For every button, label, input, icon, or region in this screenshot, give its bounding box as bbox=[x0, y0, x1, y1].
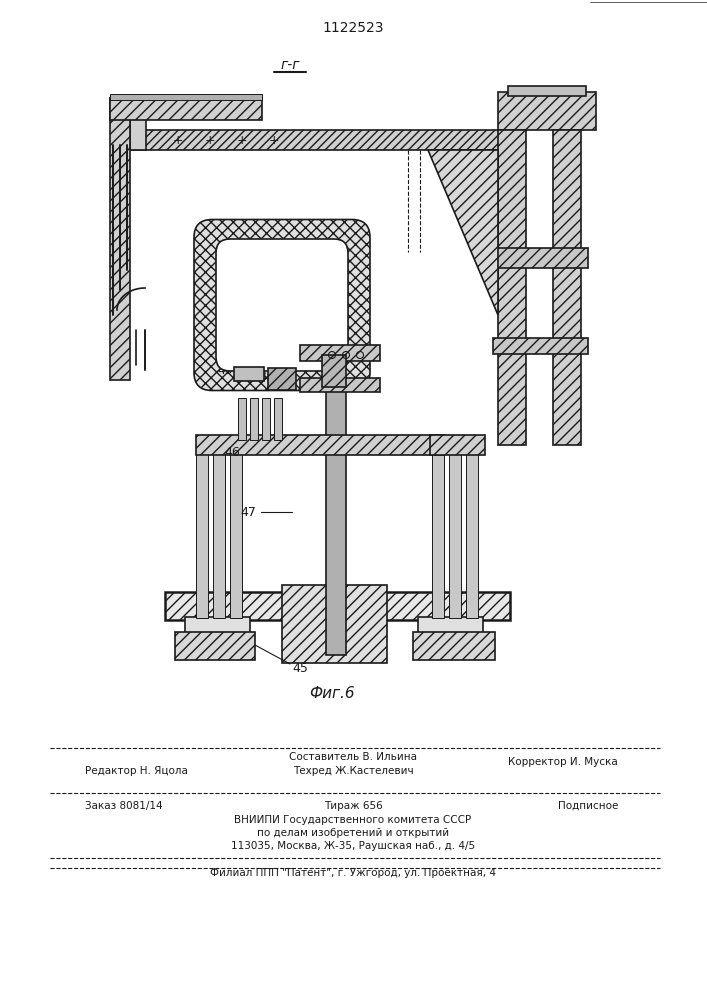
Text: Корректор И. Муска: Корректор И. Муска bbox=[508, 757, 618, 767]
Text: 49: 49 bbox=[217, 363, 233, 376]
Bar bbox=[430, 435, 485, 455]
Bar bbox=[165, 592, 510, 620]
Text: Подписное: Подписное bbox=[558, 801, 618, 811]
Bar bbox=[413, 632, 495, 660]
Bar bbox=[196, 440, 208, 618]
Text: +: + bbox=[205, 133, 216, 146]
Polygon shape bbox=[428, 150, 498, 315]
Bar bbox=[175, 632, 255, 660]
Bar bbox=[110, 94, 262, 100]
Text: 48: 48 bbox=[251, 370, 267, 383]
Text: 46: 46 bbox=[224, 446, 240, 458]
Bar bbox=[493, 338, 588, 354]
FancyBboxPatch shape bbox=[194, 220, 370, 390]
Text: г-г: г-г bbox=[280, 58, 300, 72]
Text: по делам изобретений и открытий: по делам изобретений и открытий bbox=[257, 828, 449, 838]
Bar bbox=[282, 585, 387, 663]
Text: Тираж 656: Тираж 656 bbox=[324, 801, 382, 811]
Bar bbox=[553, 130, 581, 445]
Text: +: + bbox=[173, 133, 183, 146]
Text: 1122523: 1122523 bbox=[322, 21, 384, 35]
FancyBboxPatch shape bbox=[216, 239, 348, 371]
Text: 50: 50 bbox=[259, 246, 275, 259]
Text: 113035, Москва, Ж-35, Раушская наб., д. 4/5: 113035, Москва, Ж-35, Раушская наб., д. … bbox=[231, 841, 475, 851]
Text: Редактор Н. Яцола: Редактор Н. Яцола bbox=[85, 766, 188, 776]
Bar bbox=[498, 92, 596, 130]
Bar bbox=[300, 345, 380, 361]
Bar bbox=[449, 440, 461, 618]
Bar bbox=[322, 355, 346, 387]
Bar bbox=[230, 440, 242, 618]
Bar bbox=[508, 86, 586, 96]
Bar bbox=[553, 130, 581, 445]
Bar bbox=[130, 130, 520, 150]
Bar bbox=[110, 98, 262, 120]
Bar bbox=[213, 440, 225, 618]
Bar bbox=[432, 440, 444, 618]
Text: Филиал ППП "Патент", г. Ужгород, ул. Проектная, 4: Филиал ППП "Патент", г. Ужгород, ул. Про… bbox=[210, 868, 496, 878]
Text: Заказ 8081/14: Заказ 8081/14 bbox=[85, 801, 163, 811]
Bar bbox=[268, 368, 296, 390]
Bar bbox=[110, 98, 262, 120]
Bar bbox=[300, 345, 380, 361]
Bar bbox=[110, 98, 130, 380]
Text: Составитель В. Ильина: Составитель В. Ильина bbox=[289, 752, 417, 762]
Bar bbox=[185, 617, 250, 635]
Bar bbox=[274, 398, 282, 440]
Bar bbox=[238, 398, 246, 440]
Text: 45: 45 bbox=[292, 662, 308, 674]
Bar bbox=[413, 632, 495, 660]
Bar bbox=[498, 92, 596, 130]
Text: Фиг.6: Фиг.6 bbox=[309, 686, 355, 702]
Bar bbox=[493, 248, 588, 268]
Bar bbox=[250, 398, 258, 440]
Bar bbox=[130, 100, 146, 150]
Text: Техред Ж.Кастелевич: Техред Ж.Кастелевич bbox=[293, 766, 414, 776]
Bar bbox=[110, 98, 130, 380]
Bar bbox=[498, 130, 526, 445]
Bar bbox=[196, 435, 444, 455]
Bar bbox=[282, 585, 387, 663]
Bar bbox=[498, 130, 526, 445]
Bar bbox=[234, 367, 264, 381]
Bar bbox=[268, 368, 296, 390]
Bar bbox=[262, 398, 270, 440]
Text: ВНИИПИ Государственного комитета СССР: ВНИИПИ Государственного комитета СССР bbox=[235, 815, 472, 825]
Bar bbox=[175, 632, 255, 660]
Bar bbox=[493, 338, 588, 354]
Bar bbox=[326, 375, 346, 655]
Bar bbox=[493, 248, 588, 268]
Text: +: + bbox=[269, 133, 279, 146]
Bar bbox=[418, 617, 483, 635]
Bar bbox=[165, 592, 510, 620]
Text: 47: 47 bbox=[240, 506, 256, 518]
Bar bbox=[130, 130, 520, 150]
Text: +: + bbox=[237, 133, 247, 146]
Bar bbox=[196, 435, 444, 455]
Bar bbox=[322, 355, 346, 387]
Bar bbox=[300, 378, 380, 392]
Bar bbox=[430, 435, 485, 455]
Bar bbox=[466, 440, 478, 618]
Bar bbox=[300, 378, 380, 392]
